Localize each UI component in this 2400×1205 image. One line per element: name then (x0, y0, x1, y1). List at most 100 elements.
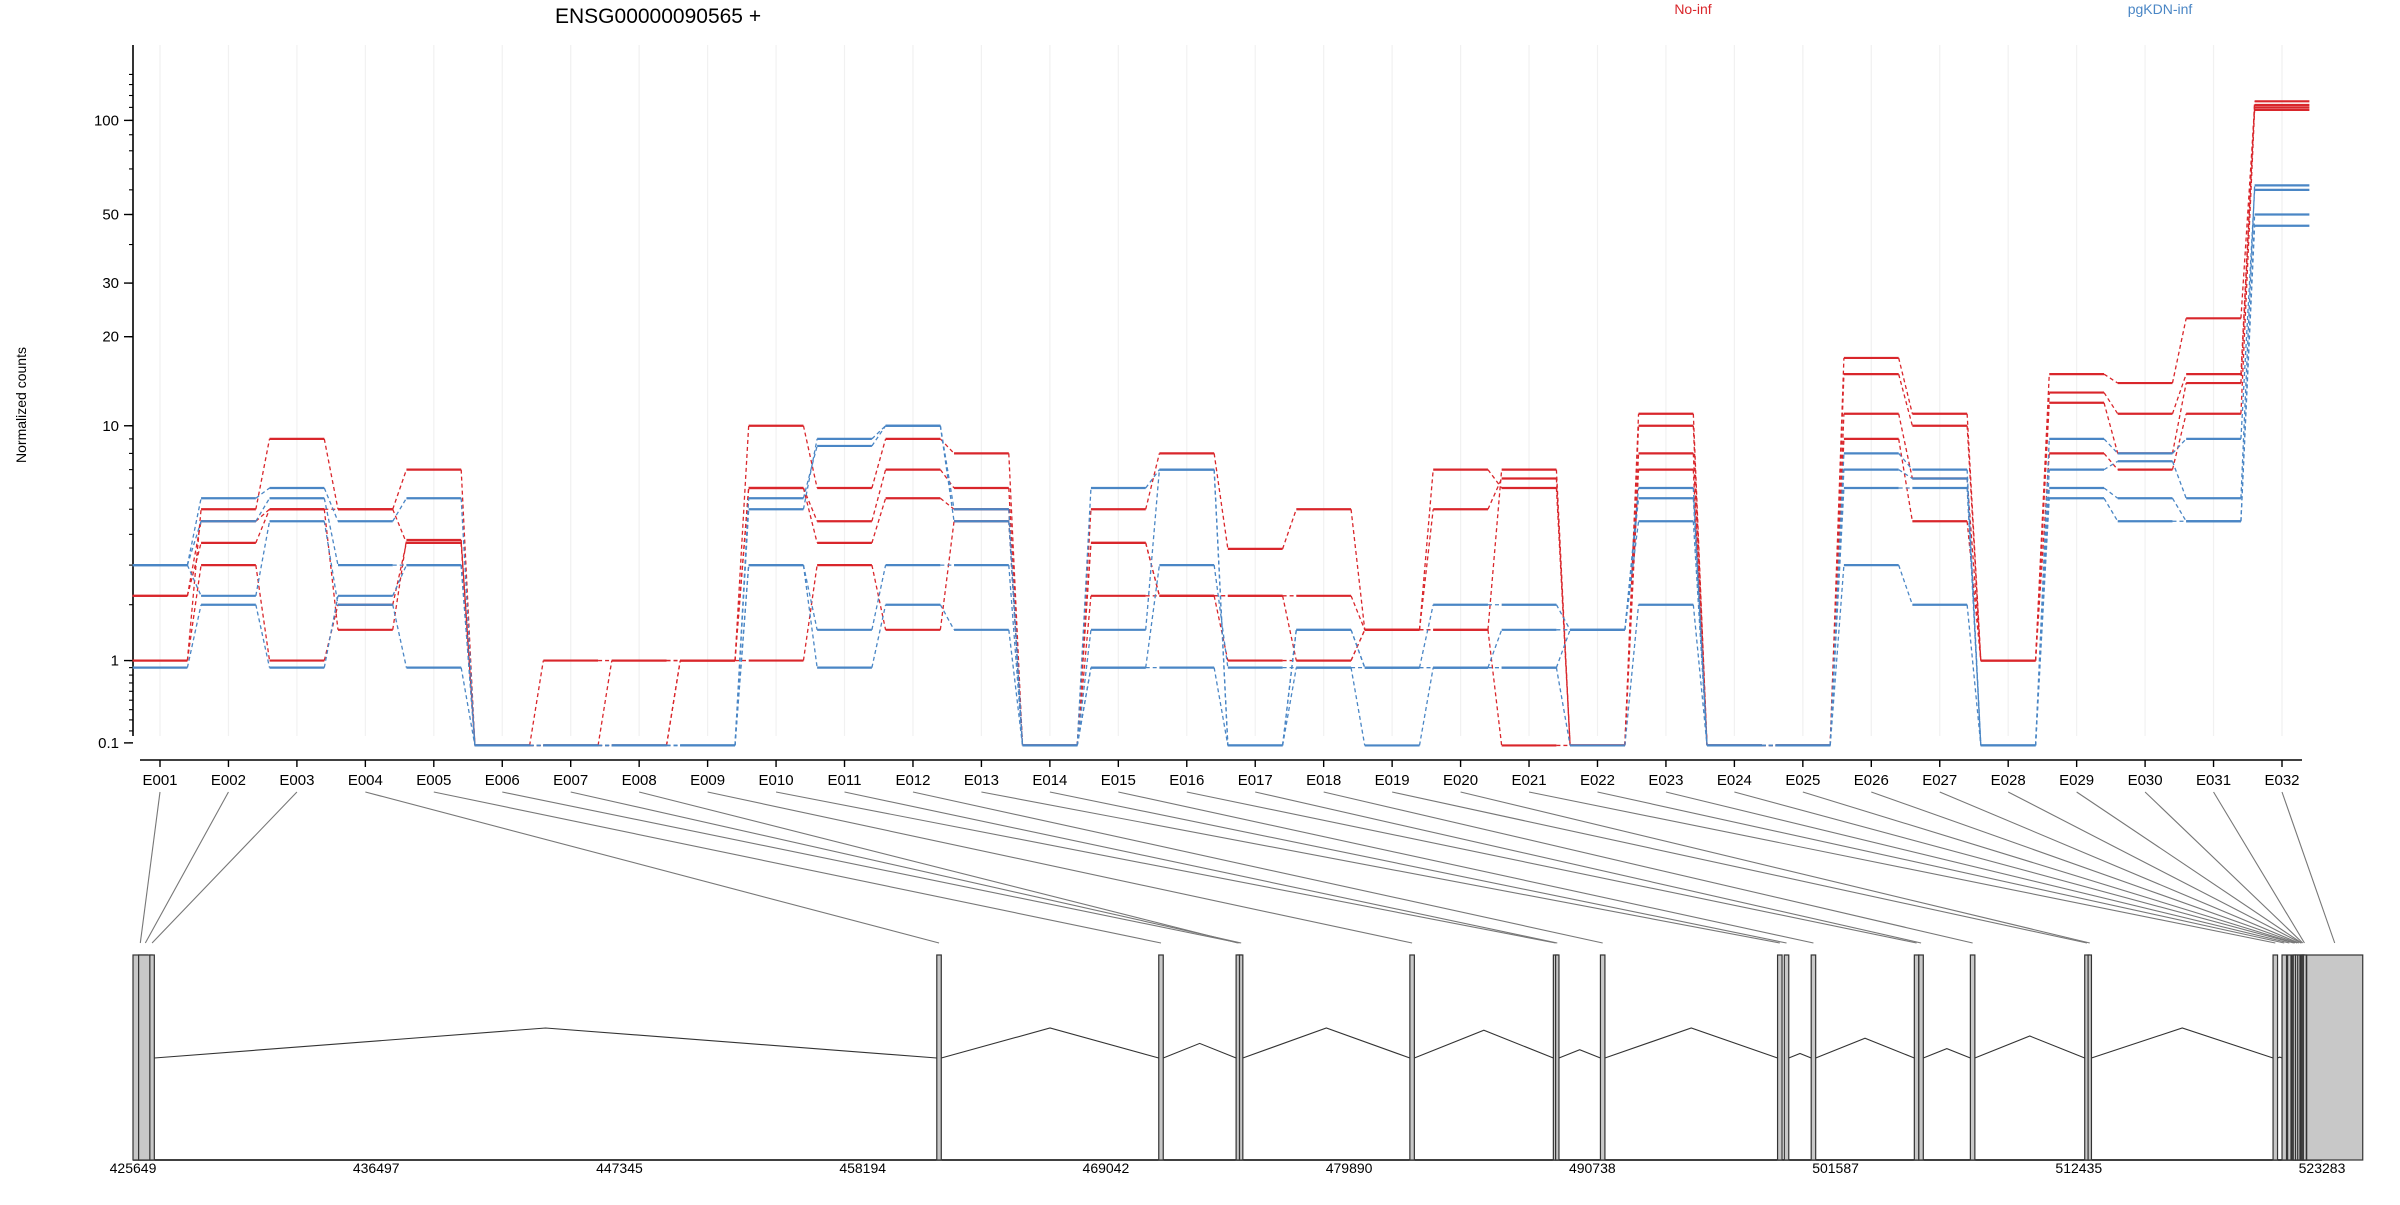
x-tick-label-E014: E014 (1032, 772, 1067, 789)
exon-box-E009 (1409, 954, 1415, 1161)
data-connector (2034, 438, 2050, 746)
x-tick-label-E023: E023 (1648, 772, 1683, 789)
chart-axes: 0.1 1 10 20 30 50 100 E001 E002 E003 E004 E005 E006 E… (94, 45, 2302, 789)
data-connector (392, 469, 408, 510)
exon-box-E003 (149, 954, 155, 1161)
exon-box-E022 (2281, 954, 2288, 1161)
data-connector (1008, 521, 1024, 746)
data-connector (1281, 667, 1297, 746)
exon-box-E008 (1235, 954, 1241, 1161)
mapping-line-E018 (1323, 791, 1973, 944)
exon-mapping-lines (139, 791, 2336, 944)
data-connector (1418, 509, 1434, 630)
exon-box-E021 (2272, 954, 2279, 1161)
data-connector (871, 425, 887, 447)
mapping-line-E012 (912, 791, 1603, 944)
y-tick-label: 10 (102, 418, 119, 435)
data-connector (1418, 469, 1434, 630)
data-connector (1624, 425, 1640, 746)
intron-line (1558, 1049, 1601, 1059)
data-connector (1145, 469, 1160, 489)
data-connector (1966, 413, 1982, 661)
data-connector (2240, 109, 2256, 414)
genomic-tick-label: 512435 (2055, 1160, 2102, 1176)
exon-box-E031 (2302, 954, 2307, 1161)
data-connector (1487, 629, 1503, 668)
intron-line (941, 1027, 1159, 1059)
data-connector (1213, 453, 1229, 549)
x-tick-label-E022: E022 (1580, 772, 1615, 789)
data-connector (460, 498, 476, 746)
exon-box-E018 (1969, 954, 1976, 1161)
data-connector (871, 438, 887, 489)
mapping-line-E032 (2281, 791, 2336, 944)
x-tick-label-E007: E007 (553, 772, 588, 789)
data-connector (802, 445, 818, 499)
x-tick-label-E011: E011 (828, 772, 862, 789)
data-connector (255, 497, 271, 522)
data-connector (392, 509, 408, 544)
x-tick-label-E018: E018 (1306, 772, 1341, 789)
x-tick-label-E031: E031 (2196, 772, 2231, 789)
mapping-line-E006 (502, 791, 1240, 944)
x-tick-label-E002: E002 (211, 772, 246, 789)
x-tick-label-E015: E015 (1101, 772, 1136, 789)
x-tick-label-E004: E004 (348, 772, 383, 789)
data-connector (1487, 629, 1503, 746)
mapping-line-E019 (1392, 791, 2088, 944)
data-connector (1418, 604, 1434, 668)
genomic-tick-label: 501587 (1812, 1160, 1859, 1176)
mapping-line-E013 (981, 791, 1780, 944)
data-connector (1076, 629, 1092, 746)
data-connector (871, 604, 887, 668)
exon-box-E004 (936, 954, 942, 1161)
data-connector (2171, 497, 2187, 522)
data-connector (1692, 604, 1708, 746)
chart-title: ENSG00000090565 + (555, 5, 761, 28)
data-connector (2171, 382, 2187, 454)
series-No-inf-2 (132, 103, 2310, 747)
x-tick-label-E021: E021 (1512, 772, 1547, 789)
grid-lines (159, 45, 2283, 736)
series-No-inf-1 (132, 100, 2310, 747)
data-connector (1145, 469, 1161, 630)
data-connector (392, 497, 407, 522)
exon-box-E015 (1810, 954, 1817, 1161)
data-connector (1898, 564, 1913, 605)
x-tick-label-E006: E006 (485, 772, 520, 789)
data-connector (1281, 595, 1297, 661)
mapping-line-E010 (775, 791, 1556, 944)
x-tick-label-E032: E032 (2264, 772, 2299, 789)
data-connector (1829, 374, 1845, 746)
mapping-line-E017 (1255, 791, 1922, 944)
mapping-line-E014 (1049, 791, 1787, 944)
genomic-tick-label: 523283 (2299, 1160, 2346, 1176)
data-connector (802, 565, 818, 668)
x-tick-label-E003: E003 (279, 772, 314, 789)
intron-line (1788, 1052, 1812, 1059)
mapping-line-E022 (1597, 791, 2285, 944)
mapping-line-E028 (2007, 791, 2302, 944)
data-connector (186, 521, 202, 566)
exon-box-E005 (1158, 954, 1164, 1161)
data-connector (1555, 629, 1571, 668)
data-connector (2171, 461, 2187, 499)
data-connector (1350, 509, 1366, 630)
data-connector (1350, 595, 1366, 631)
data-connector (734, 487, 750, 661)
y-tick-label: 1 (111, 653, 119, 670)
intron-line (1974, 1035, 2085, 1059)
data-connector (528, 660, 544, 746)
x-tick-label-E030: E030 (2128, 772, 2163, 789)
series-pgKDN-inf-7 (132, 224, 2310, 747)
data-connector (255, 508, 270, 522)
data-connector (1418, 667, 1434, 746)
data-connector (1829, 413, 1845, 746)
data-connector (2103, 392, 2119, 415)
data-connector (1076, 667, 1092, 746)
data-connector (1555, 604, 1571, 631)
data-connector (1624, 604, 1640, 746)
data-connector (392, 542, 408, 605)
data-connector (186, 564, 202, 597)
